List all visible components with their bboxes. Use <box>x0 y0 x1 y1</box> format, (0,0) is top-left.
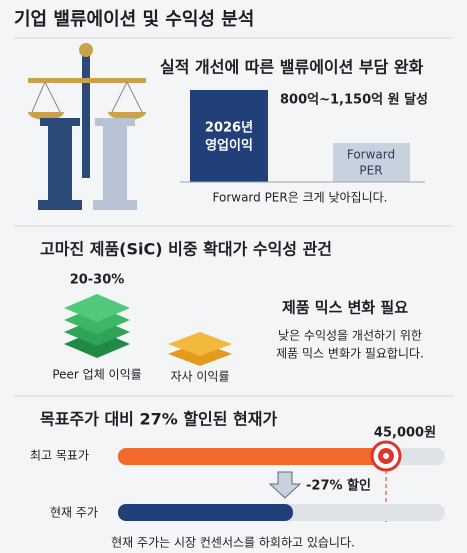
target-icon <box>370 440 402 472</box>
per-box-label: PER <box>359 164 382 178</box>
own-label: 자사 이익률 <box>170 370 229 384</box>
caption: Forward PER은 크게 낮아집니다. <box>213 191 388 205</box>
discount: -27% 할인 <box>306 478 371 494</box>
section-heading: 실적 개선에 따른 밸류에이션 부담 완화 <box>160 58 424 77</box>
profit-box-label: 2026년 <box>205 121 253 136</box>
need-title: 제품 믹스 변화 필요 <box>282 299 408 317</box>
own-stack-icon <box>168 332 232 366</box>
per-box-label: Forward <box>347 148 395 162</box>
section-heading: 목표주가 대비 27% 할인된 현재가 <box>40 410 277 429</box>
peer-label: Peer 업체 이익률 <box>52 368 141 382</box>
scales-icon <box>28 43 146 210</box>
profit-box <box>190 90 268 182</box>
current-label: 현재 주가 <box>50 506 98 520</box>
need-text: 제품 믹스 변화가 필요합니다. <box>276 347 424 361</box>
per-box <box>333 143 410 182</box>
peer-range: 20-30% <box>70 273 125 288</box>
profit-range: 800억~1,150억 원 달성 <box>280 93 428 108</box>
current-bar <box>118 504 293 521</box>
target-label: 최고 목표가 <box>30 449 89 463</box>
target-bar <box>118 448 388 465</box>
target-price: 45,000원 <box>374 426 436 441</box>
peer-stack-icon <box>64 294 130 358</box>
caption: 현재 주가는 시장 컨센서스를 하회하고 있습니다. <box>111 536 355 550</box>
section-heading: 고마진 제품(SiC) 비중 확대가 수익성 관건 <box>40 240 332 259</box>
need-text: 낮은 수익성을 개선하기 위한 <box>278 329 422 343</box>
page-title: 기업 밸류에이션 및 수익성 분석 <box>14 9 254 30</box>
down-arrow <box>268 471 302 499</box>
profit-box-label: 영업이익 <box>205 138 253 154</box>
